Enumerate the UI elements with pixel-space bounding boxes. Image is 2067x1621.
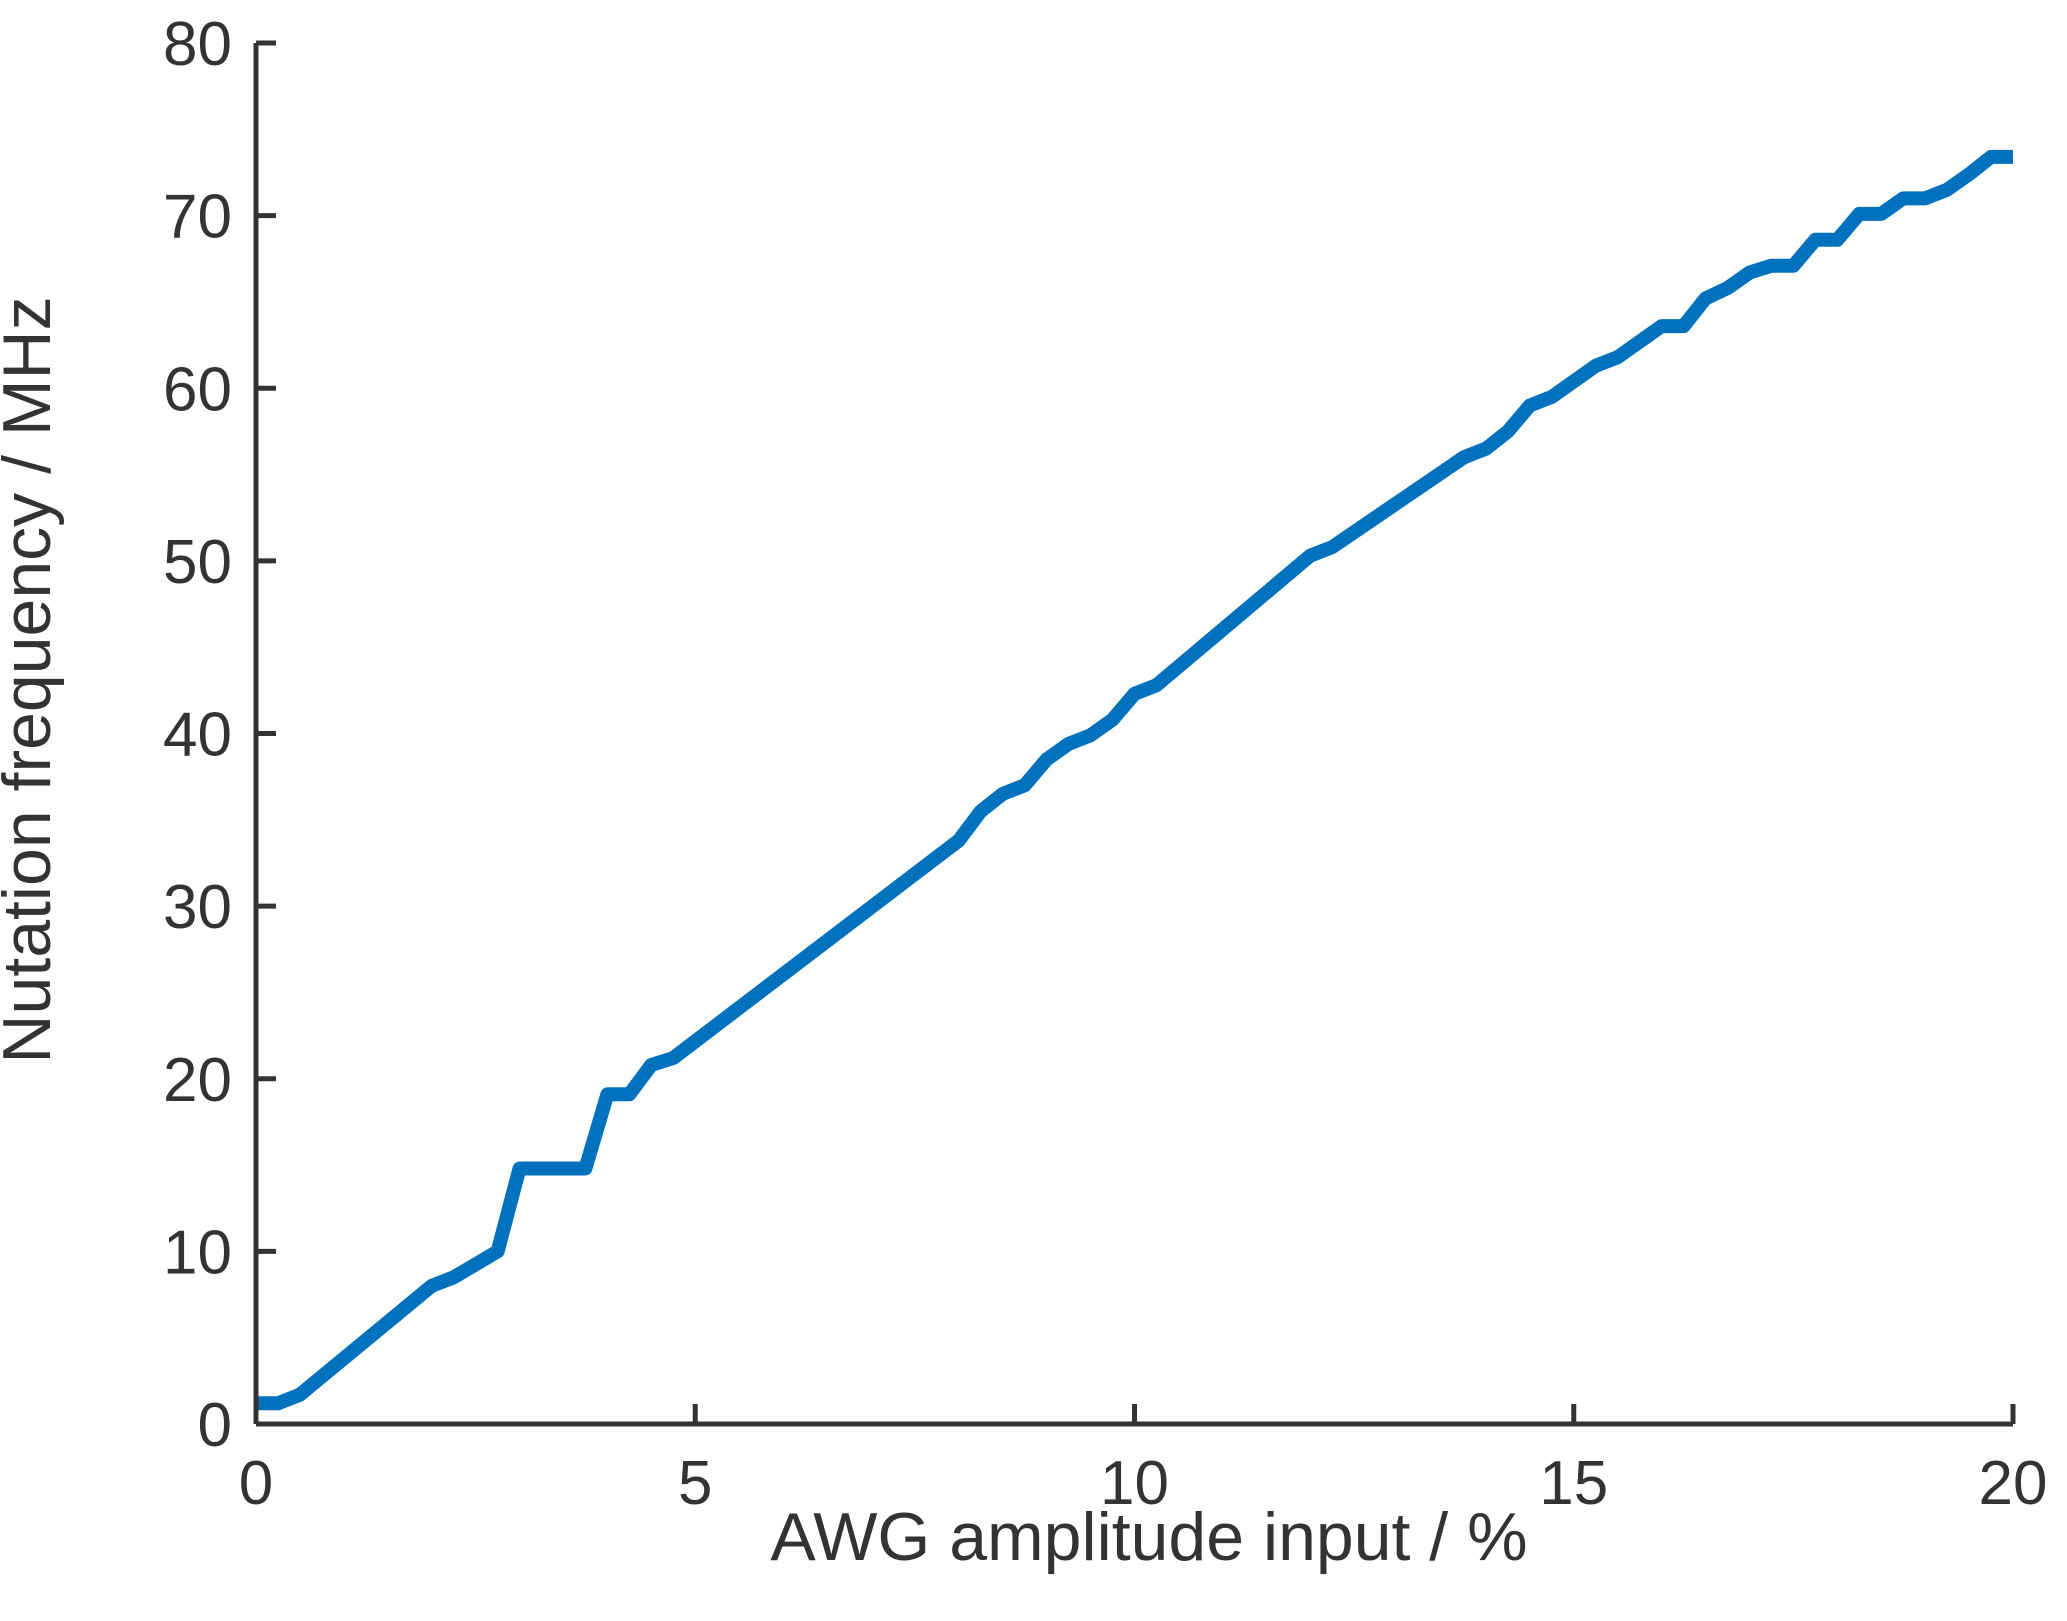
y-tick-label: 80	[163, 10, 232, 79]
axes: 0 10 20 30 40 50 60 70 80 0 5 10 15 20	[163, 10, 2047, 1518]
y-tick-label: 20	[163, 1046, 232, 1115]
x-tick-label: 5	[678, 1449, 712, 1518]
y-axis-title: Nutation frequency / MHz	[0, 296, 65, 1063]
y-tick-label: 70	[163, 183, 232, 252]
x-tick-label: 20	[1979, 1449, 2048, 1518]
y-tick-label: 60	[163, 355, 232, 424]
y-tick-label: 10	[163, 1218, 232, 1287]
x-axis-title: AWG amplitude input / %	[770, 1499, 1527, 1575]
series-line	[256, 149, 2013, 1411]
x-tick-label: 15	[1539, 1449, 1608, 1518]
plot-area	[256, 149, 2013, 1411]
x-tick-label: 0	[239, 1449, 273, 1518]
y-tick-label: 30	[163, 873, 232, 942]
y-tick-label: 50	[163, 528, 232, 597]
x-tick-label: 10	[1100, 1449, 1169, 1518]
y-tick-label: 0	[198, 1391, 232, 1460]
y-tick-label: 40	[163, 701, 232, 770]
